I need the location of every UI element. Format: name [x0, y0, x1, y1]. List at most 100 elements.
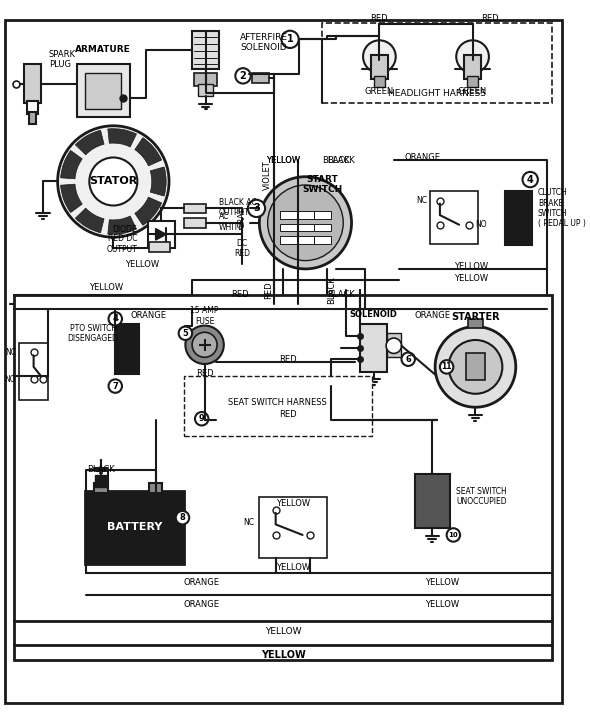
Bar	[194, 73, 217, 87]
Text: 4: 4	[527, 174, 533, 185]
Wedge shape	[76, 131, 104, 155]
Circle shape	[176, 511, 189, 524]
Wedge shape	[150, 167, 166, 196]
Circle shape	[109, 312, 122, 326]
Wedge shape	[108, 216, 136, 234]
Text: RED: RED	[231, 291, 249, 299]
Bar	[198, 84, 213, 96]
Text: BLACK: BLACK	[327, 276, 336, 304]
Text: 6: 6	[405, 355, 411, 363]
Wedge shape	[108, 128, 136, 147]
Text: AC
WHITE: AC WHITE	[219, 212, 244, 231]
Text: YELLOW: YELLOW	[425, 578, 459, 588]
Circle shape	[195, 412, 208, 425]
Text: eReplacementParts.com: eReplacementParts.com	[215, 348, 351, 358]
Bar	[468, 319, 483, 329]
Bar	[24, 64, 41, 102]
Bar	[77, 64, 130, 117]
Text: YELLOW: YELLOW	[276, 563, 310, 572]
Text: SOLENOID: SOLENOID	[350, 309, 398, 319]
Bar	[84, 491, 185, 564]
Text: NC: NC	[244, 518, 254, 527]
Bar	[94, 483, 107, 492]
Text: DC
RED: DC RED	[234, 239, 250, 258]
Circle shape	[185, 326, 224, 364]
Text: GRAY: GRAY	[238, 208, 247, 228]
Bar	[149, 483, 162, 492]
Text: BLACK: BLACK	[322, 156, 350, 165]
Text: YELLOW: YELLOW	[125, 260, 159, 269]
Circle shape	[89, 157, 137, 205]
Text: SEAT SWITCH
UNOCCUPIED: SEAT SWITCH UNOCCUPIED	[456, 487, 507, 506]
Text: CLUTCH
BRAKE
SWITCH
( PEDAL UP ): CLUTCH BRAKE SWITCH ( PEDAL UP )	[538, 188, 586, 229]
Text: GREEN: GREEN	[365, 87, 394, 96]
Text: 4: 4	[112, 314, 118, 323]
Circle shape	[192, 332, 217, 358]
Bar	[280, 224, 297, 231]
Polygon shape	[156, 229, 166, 240]
Text: RED: RED	[264, 281, 273, 298]
Text: NC: NC	[5, 348, 17, 357]
Bar	[297, 224, 314, 231]
Circle shape	[363, 40, 396, 73]
Bar	[14, 295, 552, 660]
Circle shape	[281, 31, 299, 48]
Bar	[260, 497, 327, 558]
Circle shape	[58, 125, 169, 237]
Circle shape	[435, 327, 516, 407]
Circle shape	[386, 338, 401, 353]
Text: HEADLIGHT HARNESS: HEADLIGHT HARNESS	[388, 89, 486, 97]
Bar	[148, 221, 175, 248]
Bar	[19, 343, 48, 400]
Text: RED: RED	[279, 355, 297, 363]
Text: BLACK AC
OUTPUT: BLACK AC OUTPUT	[219, 198, 257, 217]
Text: RED: RED	[371, 14, 388, 23]
Text: 11: 11	[441, 363, 452, 371]
Bar	[314, 236, 332, 244]
Text: ORANGE: ORANGE	[405, 153, 441, 162]
Circle shape	[235, 68, 251, 84]
Text: RED: RED	[196, 369, 214, 378]
Text: 15 AMP
FUSE: 15 AMP FUSE	[191, 306, 219, 326]
Circle shape	[440, 360, 453, 373]
Bar	[464, 55, 481, 79]
Text: ORANGE: ORANGE	[131, 311, 167, 320]
Bar	[185, 218, 205, 228]
Text: YELLOW: YELLOW	[266, 156, 300, 165]
Bar	[371, 55, 388, 79]
Text: DIODE: DIODE	[113, 225, 137, 234]
Text: YELLOW: YELLOW	[265, 627, 301, 635]
Bar	[314, 224, 332, 231]
Text: 2: 2	[240, 71, 247, 81]
Text: ORANGE: ORANGE	[183, 600, 219, 609]
Text: ORANGE: ORANGE	[183, 578, 219, 588]
Bar	[84, 73, 121, 110]
Bar	[115, 324, 139, 373]
Circle shape	[248, 200, 265, 217]
Bar	[322, 23, 552, 102]
Circle shape	[401, 353, 415, 366]
Text: YELLOW: YELLOW	[88, 283, 123, 292]
Circle shape	[179, 327, 192, 340]
Text: 7: 7	[112, 381, 118, 391]
Wedge shape	[135, 197, 162, 225]
Text: GREEN: GREEN	[458, 87, 487, 96]
Text: YELLOW: YELLOW	[266, 156, 300, 165]
Bar	[185, 203, 205, 213]
Bar	[297, 236, 314, 244]
Text: RED: RED	[481, 14, 499, 23]
Wedge shape	[61, 151, 82, 179]
Text: AFTERFIRE
SOLENOID: AFTERFIRE SOLENOID	[240, 32, 288, 52]
Bar	[192, 31, 219, 69]
Wedge shape	[76, 208, 104, 233]
Bar	[360, 324, 387, 372]
Wedge shape	[61, 184, 82, 213]
Text: START
SWITCH: START SWITCH	[303, 174, 343, 194]
Text: 1: 1	[287, 35, 293, 45]
Bar	[430, 191, 478, 244]
Text: VIOLET: VIOLET	[263, 160, 271, 190]
Circle shape	[447, 528, 460, 541]
Text: PTO SWITCH
DISENGAGED: PTO SWITCH DISENGAGED	[68, 324, 119, 343]
Bar	[373, 76, 385, 87]
Bar	[280, 236, 297, 244]
